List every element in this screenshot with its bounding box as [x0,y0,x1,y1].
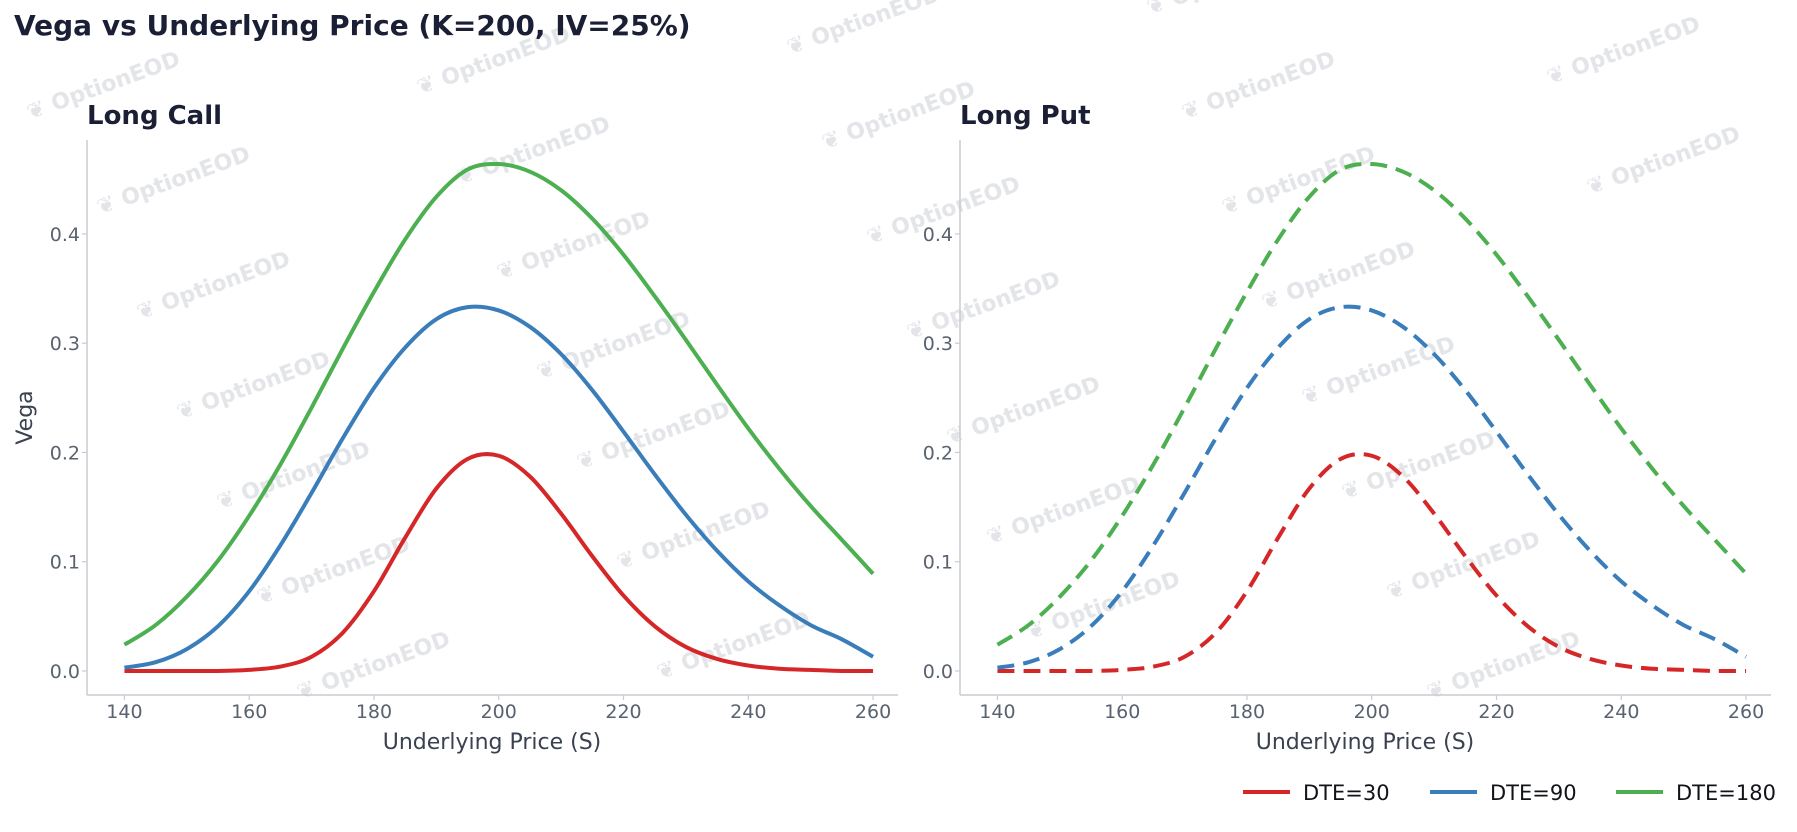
legend-label: DTE=90 [1490,781,1577,805]
y-tick-label: 0.4 [923,224,953,246]
watermark-text: ❦ OptionEOD [1384,527,1544,606]
watermark-text: ❦ OptionEOD [819,77,979,156]
panel-long-call: Long Call 140 160 180 200 220 240 260 0.0 0.1 0.2 0… [13,101,898,755]
watermark-text: ❦ OptionEOD [1339,427,1499,506]
series-line-dte-30 [124,452,874,674]
watermark-text: ❦ OptionEOD [214,437,374,516]
y-axis-label: Vega [13,390,38,444]
watermark-layer: ❦ OptionEOD ❦ OptionEOD ❦ OptionEOD ❦ Optio… [24,0,1744,706]
watermark-text: ❦ OptionEOD [454,112,614,191]
x-tick-label: 220 [605,701,641,723]
x-tick-label: 200 [481,701,517,723]
watermark-text: ❦ OptionEOD [1299,332,1459,411]
x-tick-label: 180 [356,701,392,723]
x-tick-label: 140 [106,701,142,723]
y-tick-label: 0.2 [50,442,80,464]
watermark-text: ❦ OptionEOD [94,142,254,221]
watermark-text: ❦ OptionEOD [134,247,294,326]
y-tick-label: 0.2 [923,442,953,464]
watermark-text: ❦ OptionEOD [984,472,1144,551]
watermark-text: ❦ OptionEOD [1179,47,1339,126]
panel-title: Long Call [87,101,222,131]
watermark-text: ❦ OptionEOD [1504,0,1664,6]
watermark-text: ❦ OptionEOD [574,397,734,476]
y-tick-label: 0.3 [923,333,953,355]
watermark-text: ❦ OptionEOD [1584,122,1744,201]
panel-long-put: Long Put 140 160 180 200 220 240 260 0.0 0.1 0.2 0.… [923,101,1771,755]
watermark-text: ❦ OptionEOD [944,372,1104,451]
watermark-text: ❦ OptionEOD [1544,12,1704,91]
x-tick-label: 240 [730,701,766,723]
watermark-text: ❦ OptionEOD [614,497,774,576]
y-tick-label: 0.3 [50,333,80,355]
watermark-text: ❦ OptionEOD [254,532,414,611]
series-line-dte-30 [997,452,1747,674]
y-tick-label: 0.0 [923,661,953,683]
x-tick-label: 180 [1229,701,1265,723]
watermark-text: ❦ OptionEOD [1424,627,1584,706]
series-line-dte-180 [996,161,1748,647]
x-tick-label: 140 [979,701,1015,723]
y-tick-label: 0.4 [50,224,80,246]
x-tick-label: 260 [855,701,891,723]
x-axis-label: Underlying Price (S) [1256,730,1475,755]
watermark-text: ❦ OptionEOD [784,0,944,61]
panel-title: Long Put [960,101,1091,131]
x-tick-label: 260 [1728,701,1764,723]
x-tick-label: 160 [231,701,267,723]
x-axis-label: Underlying Price (S) [383,730,602,755]
legend: DTE=30 DTE=90 DTE=180 [1243,781,1776,805]
watermark-text: ❦ OptionEOD [654,607,814,686]
watermark-text: ❦ OptionEOD [1144,0,1304,21]
y-tick-label: 0.1 [50,552,80,574]
watermark-text: ❦ OptionEOD [294,627,454,706]
x-tick-label: 160 [1104,701,1140,723]
series-line-dte-90 [997,304,1748,670]
x-tick-label: 200 [1354,701,1390,723]
figure-title: Vega vs Underlying Price (K=200, IV=25%) [14,9,691,42]
x-tick-label: 220 [1478,701,1514,723]
legend-label: DTE=30 [1303,781,1390,805]
watermark-text: ❦ OptionEOD [1259,237,1419,316]
y-tick-label: 0.0 [50,661,80,683]
x-tick-label: 240 [1603,701,1639,723]
series-line-dte-180 [123,161,875,647]
y-tick-label: 0.1 [923,552,953,574]
legend-label: DTE=180 [1676,781,1776,805]
series-line-dte-90 [124,304,875,670]
watermark-text: ❦ OptionEOD [494,207,654,286]
